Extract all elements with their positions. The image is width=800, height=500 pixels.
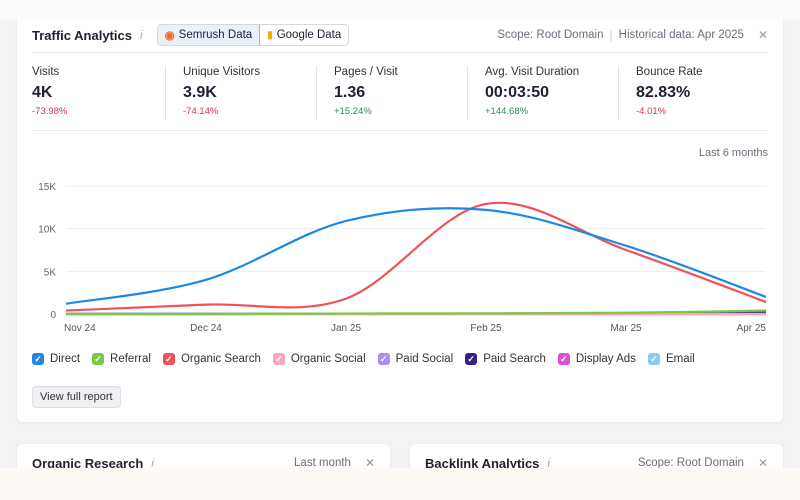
metric-unique-visitors: Unique Visitors 3.9K -74.14% [183, 66, 333, 120]
data-source-toggle[interactable]: ◉ Semrush Data ▮ Google Data [156, 24, 350, 46]
top-fade [0, 0, 800, 24]
metric-label: Avg. Visit Duration [485, 66, 580, 78]
bottom-fade [0, 468, 800, 500]
y-tick-label: 5K [44, 267, 57, 278]
divider: | [609, 28, 613, 42]
tab-google-data[interactable]: ▮ Google Data [267, 29, 342, 41]
legend-label: Paid Social [395, 353, 454, 365]
y-tick-label: 0 [50, 310, 56, 321]
checkbox-checked-icon[interactable]: ✓ [272, 353, 285, 365]
legend-label: Organic Search [180, 353, 261, 365]
checkbox-checked-icon[interactable]: ✓ [377, 353, 390, 365]
divider [618, 66, 619, 120]
metric-bounce-rate: Bounce Rate 82.83% -4.01% [636, 66, 786, 120]
metric-change: +15.24% [334, 106, 372, 117]
metric-pages-visit: Pages / Visit 1.36 +15.24% [334, 66, 484, 120]
metric-change: -4.01% [636, 106, 667, 117]
legend-item-email[interactable]: ✓ Email [647, 353, 695, 365]
legend-item-paid-social[interactable]: ✓ Paid Social [377, 353, 454, 365]
x-tick-label: Feb 25 [470, 323, 502, 334]
tab-semrush-data[interactable]: ◉ Semrush Data [157, 25, 261, 45]
historical-data-select[interactable]: Historical data: Apr 2025 [618, 29, 744, 41]
card-header: Traffic Analytics i ◉ Semrush Data ▮ Googl… [32, 24, 768, 46]
traffic-chart: 0 5K 10K 15K Nov 24 Dec 24 Jan 25 Feb 25 Mar 25 A… [38, 182, 767, 334]
legend-label: Organic Social [290, 353, 366, 365]
metric-value: 4K [32, 84, 53, 101]
metric-value: 00:03:50 [485, 84, 550, 101]
legend-item-referral[interactable]: ✓ Referral [92, 353, 151, 365]
legend-item-direct[interactable]: ✓ Direct [32, 353, 80, 365]
x-tick-label: Nov 24 [64, 323, 96, 334]
metric-change: +144.68% [485, 106, 529, 117]
metric-label: Visits [32, 66, 60, 78]
x-tick-label: Jan 25 [331, 323, 361, 334]
metric-change: -74.14% [183, 106, 219, 117]
chart-legend: ✓ Direct ✓ Referral ✓ Organic Search ✓ Organic … [32, 353, 695, 365]
divider [316, 66, 317, 120]
info-icon[interactable]: i [547, 456, 551, 470]
checkbox-checked-icon[interactable]: ✓ [92, 353, 105, 365]
info-icon[interactable]: i [139, 28, 143, 42]
legend-label: Display Ads [575, 353, 636, 365]
divider [165, 66, 166, 120]
metric-label: Pages / Visit [334, 66, 398, 78]
checkbox-checked-icon[interactable]: ✓ [465, 353, 478, 365]
period-label: Last month [294, 457, 351, 469]
metric-label: Bounce Rate [636, 66, 703, 78]
period-label: Last 6 months [698, 147, 768, 159]
metric-avg-visit-duration: Avg. Visit Duration 00:03:50 +144.68% [485, 66, 635, 120]
semrush-logo-icon: ◉ [164, 30, 175, 42]
legend-label: Referral [110, 353, 151, 365]
card-title: Traffic Analytics [32, 27, 132, 43]
divider [32, 52, 768, 53]
x-tick-label: Dec 24 [190, 323, 222, 334]
info-icon[interactable]: i [151, 456, 154, 470]
legend-item-organic-social[interactable]: ✓ Organic Social [272, 353, 366, 365]
checkbox-checked-icon[interactable]: ✓ [32, 353, 44, 365]
scope-label: Scope: Root Domain [637, 457, 744, 469]
close-icon[interactable]: ✕ [757, 456, 768, 470]
traffic-analytics-card: Traffic Analytics i ◉ Semrush Data ▮ Googl… [17, 10, 783, 422]
checkbox-checked-icon[interactable]: ✓ [647, 353, 660, 365]
card-title: Organic Research [32, 455, 144, 471]
metric-change: -73.98% [32, 106, 68, 117]
card-title: Backlink Analytics [425, 455, 540, 471]
divider [32, 130, 768, 131]
legend-label: Email [665, 353, 695, 365]
checkbox-checked-icon[interactable]: ✓ [557, 353, 570, 365]
scope-label: Scope: Root Domain [497, 29, 604, 41]
view-full-report-button[interactable]: View full report [32, 386, 121, 408]
divider [467, 66, 468, 120]
series-line-referral [65, 309, 767, 316]
x-tick-label: Apr 25 [737, 323, 767, 334]
metric-visits: Visits 4K -73.98% [32, 66, 182, 120]
metric-value: 1.36 [334, 84, 366, 101]
y-tick-label: 15K [38, 182, 56, 193]
checkbox-checked-icon[interactable]: ✓ [162, 353, 175, 365]
metric-value: 3.9K [183, 84, 217, 101]
close-icon[interactable]: ✕ [364, 456, 375, 470]
close-icon[interactable]: ✕ [757, 28, 768, 42]
metric-label: Unique Visitors [183, 66, 261, 78]
legend-item-organic-search[interactable]: ✓ Organic Search [162, 353, 261, 365]
legend-label: Direct [50, 353, 81, 365]
metric-value: 82.83% [636, 84, 691, 101]
y-tick-label: 10K [38, 225, 56, 236]
legend-label: Paid Search [483, 353, 546, 365]
series-line-direct [65, 207, 767, 305]
series-line-organic-search [65, 201, 767, 312]
legend-item-paid-search[interactable]: ✓ Paid Search [465, 353, 546, 365]
legend-item-display-ads[interactable]: ✓ Display Ads [557, 353, 636, 365]
x-tick-label: Mar 25 [610, 323, 642, 334]
google-analytics-icon: ▮ [267, 29, 273, 41]
